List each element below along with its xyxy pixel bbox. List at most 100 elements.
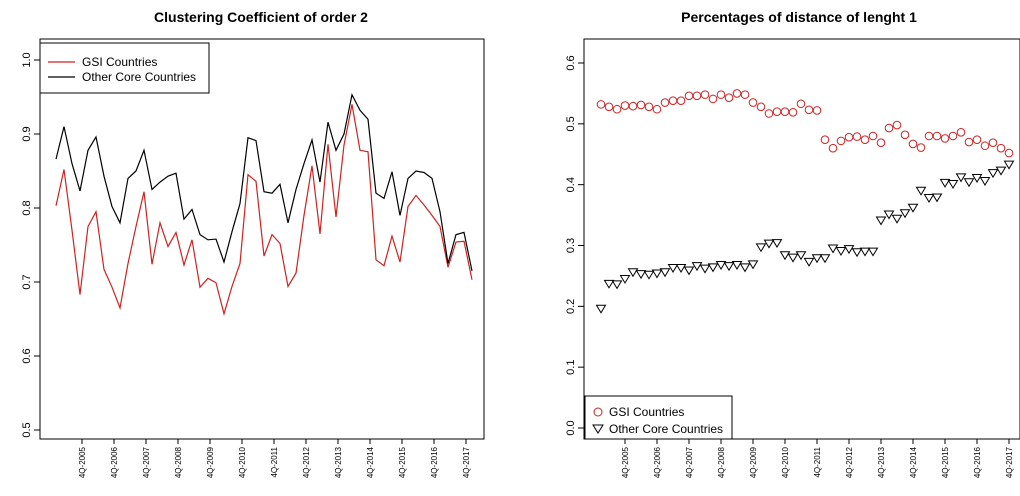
y-tick-label: 0.2 (565, 299, 577, 314)
core-point (699, 264, 711, 274)
x-tick-label: 4Q-2008 (174, 446, 183, 478)
gsi-point (708, 94, 718, 104)
core-point (723, 262, 735, 272)
gsi-point (748, 98, 758, 107)
distance-chart-title: Percentages of distance of lenght 1 (681, 9, 917, 25)
core-point (635, 270, 647, 280)
gsi-point (836, 136, 846, 146)
distance-chart: Percentages of distance of lenght 1 0.00… (565, 9, 1020, 478)
clustering-plot-frame (39, 38, 485, 440)
x-tick-label: 4Q-2010 (781, 446, 790, 478)
core-point (675, 264, 687, 273)
gsi-point (892, 120, 902, 130)
gsi-point (812, 106, 822, 115)
legend-label-core: Other Core Countries (82, 70, 196, 84)
gsi-point (884, 123, 894, 133)
x-tick-label: 4Q-2007 (142, 446, 151, 478)
gsi-point (844, 132, 854, 142)
x-tick-label: 4Q-2017 (462, 446, 471, 478)
gsi-point (852, 132, 862, 141)
core-point (619, 274, 631, 284)
gsi-point (924, 131, 934, 141)
gsi-point (692, 91, 702, 101)
gsi-point (940, 134, 950, 143)
y-tick-label: 0.9 (21, 126, 33, 141)
core-point (691, 262, 703, 272)
core-point (659, 268, 671, 278)
x-tick-label: 4Q-2011 (270, 446, 279, 477)
core-point (763, 239, 775, 249)
core-point (939, 178, 951, 188)
clustering-y-axis: 0.5 0.6 0.7 0.8 0.9 1.0 (21, 52, 40, 438)
gsi-point (596, 100, 606, 109)
gsi-point (780, 107, 790, 116)
gsi-point (804, 105, 814, 115)
x-tick-label: 4Q-2007 (685, 446, 694, 478)
distance-legend: GSI Countries Other Core Countries (584, 395, 733, 440)
core-point (859, 247, 871, 257)
x-tick-label: 4Q-2011 (813, 446, 822, 477)
gsi-point (636, 100, 646, 110)
distance-y-axis: 0.0 0.1 0.2 0.3 0.4 0.5 0.6 (565, 55, 584, 436)
core-point (947, 180, 959, 190)
core-point (739, 263, 751, 273)
series-line-core (55, 92, 473, 272)
distance-x-axis: 4Q-2005 4Q-2006 4Q-2007 4Q-2008 4Q-2009 4Q-20… (621, 439, 1014, 478)
core-point (603, 279, 615, 289)
gsi-point (964, 137, 974, 147)
clustering-series (55, 92, 473, 317)
gsi-point (788, 107, 798, 117)
gsi-point (876, 138, 886, 147)
core-point (963, 178, 975, 188)
gsi-point (628, 101, 638, 111)
gsi-point (956, 128, 966, 137)
clustering-chart-title: Clustering Coefficient of order 2 (154, 9, 368, 25)
x-tick-label: 4Q-2010 (238, 446, 247, 478)
gsi-point (620, 101, 630, 110)
y-tick-label: 0.5 (21, 422, 33, 437)
core-point (779, 251, 791, 261)
x-tick-label: 4Q-2005 (621, 446, 630, 478)
x-tick-label: 4Q-2012 (845, 446, 854, 478)
gsi-point (732, 89, 742, 98)
core-point (923, 194, 935, 204)
core-point (803, 257, 815, 267)
gsi-point (644, 102, 654, 112)
gsi-point (948, 131, 958, 141)
core-point (1003, 160, 1015, 170)
core-point (955, 173, 967, 183)
gsi-point (604, 102, 614, 112)
gsi-point (700, 90, 710, 99)
gsi-point (916, 143, 926, 152)
core-point (835, 246, 847, 256)
gsi-point (996, 143, 1006, 153)
gsi-point (676, 96, 686, 106)
distance-legend-box (584, 395, 733, 440)
x-tick-label: 4Q-2008 (717, 446, 726, 478)
core-point (819, 254, 831, 264)
series-line-gsi (55, 104, 473, 317)
gsi-point (796, 99, 806, 109)
x-tick-label: 4Q-2017 (1005, 446, 1014, 478)
x-tick-label: 4Q-2015 (398, 446, 407, 478)
core-point (995, 166, 1007, 176)
x-tick-label: 4Q-2005 (78, 446, 87, 478)
core-point (643, 270, 655, 280)
gsi-point (820, 135, 830, 144)
core-point (891, 214, 903, 224)
y-tick-label: 0.0 (565, 420, 577, 435)
clustering-x-axis: 4Q-2005 4Q-2006 4Q-2007 4Q-2008 4Q-2009 4Q-20… (78, 439, 471, 478)
gsi-point (1004, 148, 1014, 158)
gsi-point (868, 131, 878, 141)
gsi-point (860, 135, 870, 144)
x-tick-label: 4Q-2014 (366, 446, 375, 478)
legend-swatch-gsi-circle (593, 407, 603, 417)
clustering-chart: Clustering Coefficient of order 2 0.5 0.6… (21, 9, 485, 478)
core-point (755, 243, 767, 253)
gsi-point (756, 102, 766, 112)
core-point (595, 304, 607, 314)
x-tick-label: 4Q-2013 (877, 446, 886, 478)
core-point (683, 266, 695, 276)
gsi-point (764, 109, 774, 118)
